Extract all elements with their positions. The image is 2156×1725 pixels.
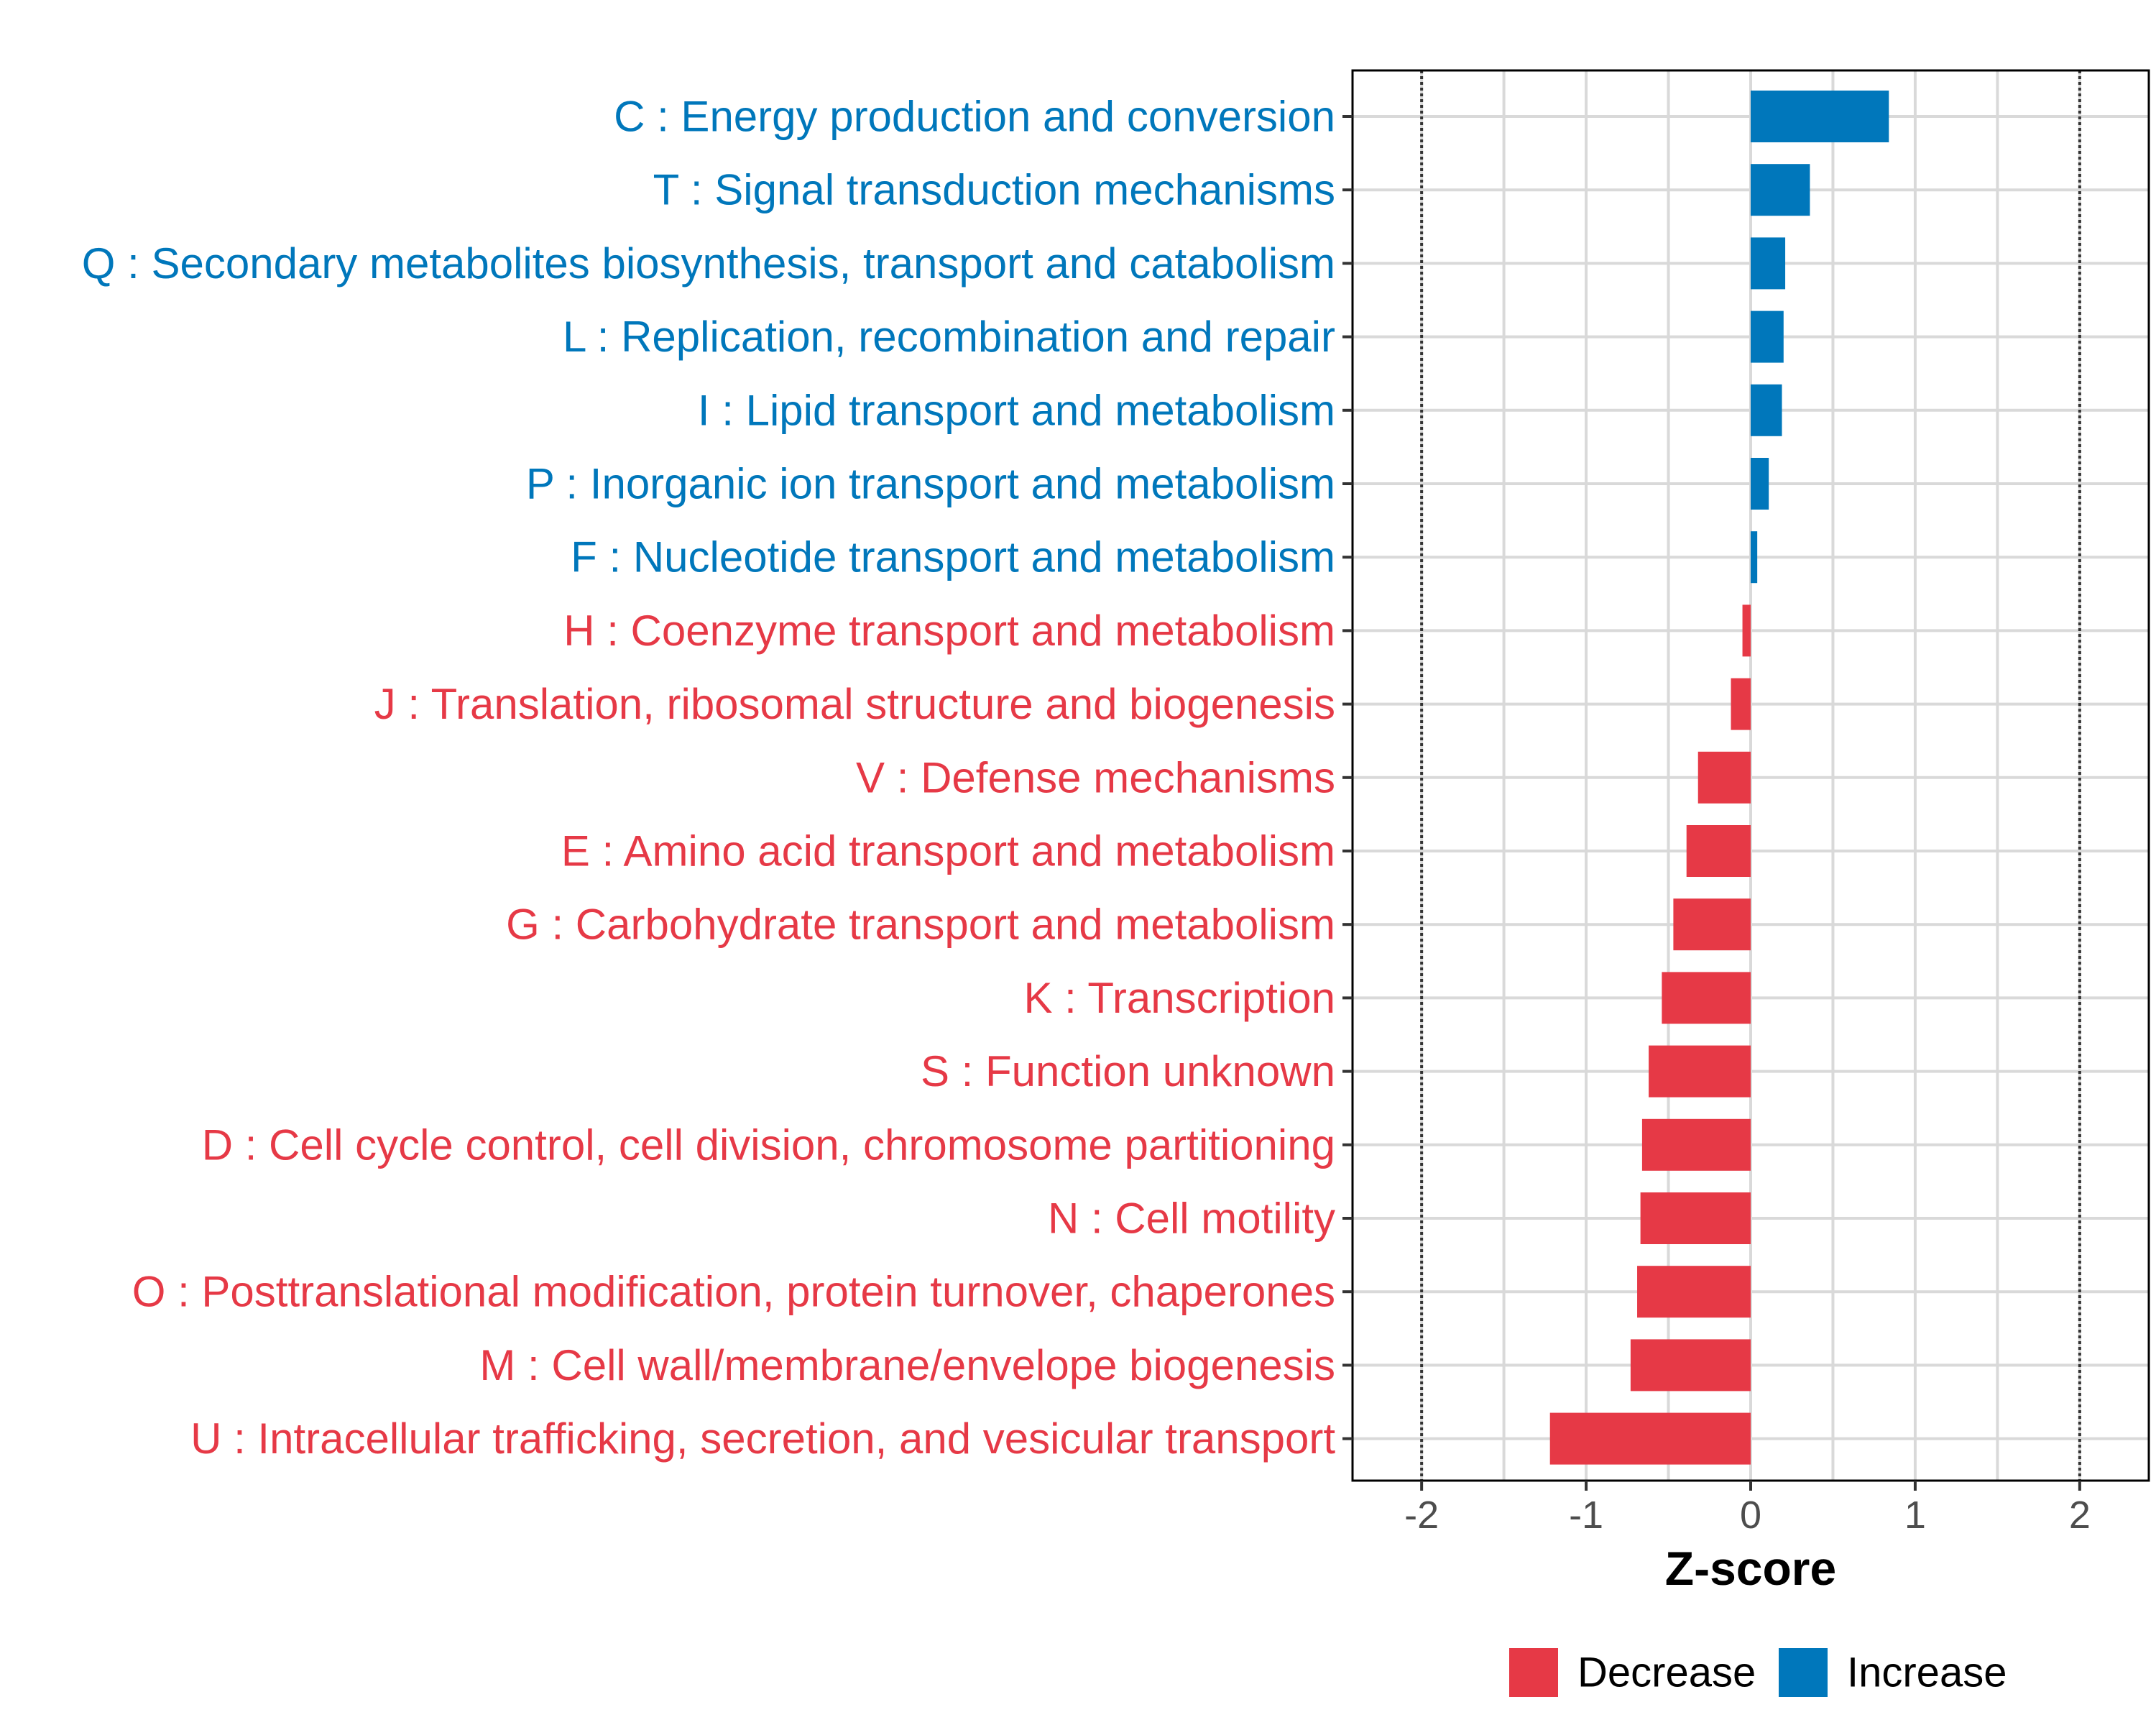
bar [1641, 1118, 1751, 1171]
bar [1673, 898, 1751, 951]
x-axis-ticks: -2 -1 0 1 2 [1404, 1481, 2091, 1537]
bar [1751, 310, 1784, 363]
bar [1697, 751, 1751, 804]
category-label: E : Amino acid transport and metabolism [561, 827, 1335, 875]
x-axis-title: Z-score [1665, 1542, 1836, 1595]
bar [1662, 972, 1751, 1024]
legend-label: Decrease [1577, 1650, 1756, 1696]
bar [1630, 1339, 1751, 1392]
bar [1731, 678, 1751, 730]
category-label: F : Nucleotide transport and metabolism [571, 533, 1335, 581]
bar [1649, 1045, 1751, 1098]
category-label: J : Translation, ribosomal structure and… [374, 680, 1335, 728]
legend: Decrease Increase [1509, 1648, 2007, 1697]
category-label: M : Cell wall/membrane/envelope biogenes… [479, 1341, 1335, 1389]
bar [1549, 1412, 1751, 1465]
bar [1637, 1266, 1751, 1318]
x-tick-label: -1 [1569, 1494, 1603, 1537]
x-tick-label: 1 [1904, 1494, 1926, 1537]
bar [1751, 531, 1758, 584]
bar [1742, 604, 1751, 657]
bar [1686, 825, 1751, 877]
category-label: P : Inorganic ion transport and metaboli… [526, 460, 1335, 508]
bar [1751, 237, 1786, 290]
reference-lines [1420, 70, 2081, 1481]
category-label: V : Defense mechanisms [856, 753, 1335, 801]
category-label: N : Cell motility [1048, 1195, 1335, 1243]
category-label: O : Posttranslational modification, prot… [132, 1268, 1335, 1316]
bar [1751, 458, 1769, 510]
legend-label: Increase [1847, 1650, 2007, 1696]
category-label: S : Function unknown [921, 1047, 1335, 1095]
bar [1751, 384, 1782, 436]
category-label: K : Transcription [1023, 974, 1335, 1022]
category-label: C : Energy production and conversion [614, 93, 1335, 141]
legend-swatch [1509, 1648, 1558, 1697]
bar [1640, 1192, 1751, 1244]
bar [1751, 164, 1810, 216]
category-label: Q : Secondary metabolites biosynthesis, … [82, 239, 1335, 288]
category-label: G : Carbohydrate transport and metabolis… [506, 901, 1335, 949]
category-label: U : Intracellular trafficking, secretion… [190, 1414, 1335, 1463]
x-tick-label: -2 [1404, 1494, 1439, 1537]
category-label: I : Lipid transport and metabolism [698, 386, 1335, 434]
bar [1751, 91, 1889, 142]
x-tick-label: 2 [2069, 1494, 2091, 1537]
bars [1549, 91, 1889, 1465]
category-labels: C : Energy production and conversion T : … [82, 93, 1353, 1463]
category-label: T : Signal transduction mechanisms [653, 166, 1335, 214]
legend-swatch [1779, 1648, 1828, 1697]
category-label: L : Replication, recombination and repai… [563, 313, 1335, 361]
x-tick-label: 0 [1740, 1494, 1761, 1537]
category-label: H : Coenzyme transport and metabolism [563, 607, 1335, 655]
category-label: D : Cell cycle control, cell division, c… [202, 1121, 1335, 1169]
